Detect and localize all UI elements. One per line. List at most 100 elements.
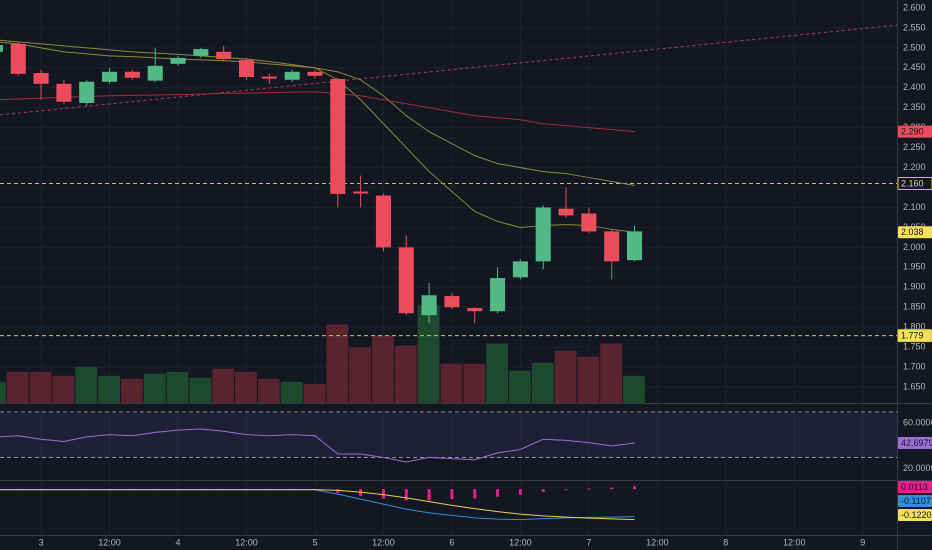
x-tick-label: 12:00 [98, 537, 121, 547]
candle-body [33, 73, 49, 84]
price-label: 1.779 [901, 330, 924, 340]
price-label-box [898, 436, 932, 449]
candle-body [102, 71, 118, 82]
volume-bar [394, 345, 417, 403]
indicator-label: -0.1107 [901, 496, 931, 506]
rsi-band [0, 411, 897, 458]
volume-bar [257, 378, 280, 403]
macd-line [0, 489, 635, 521]
x-tick-label: 12:00 [235, 537, 258, 547]
y-tick-label: 2.200 [903, 162, 926, 172]
volume-bar [600, 343, 623, 403]
volume-bar [29, 371, 52, 403]
volume-bar [52, 375, 75, 403]
x-tick-label: 12:00 [646, 537, 669, 547]
volume-bar [326, 324, 349, 403]
candle-body [238, 59, 255, 78]
volume-bar [417, 305, 440, 403]
histogram-bar [404, 489, 408, 501]
candle-body [421, 295, 437, 316]
candle-body [147, 65, 163, 81]
volume-bar [120, 378, 143, 403]
volume-bar [6, 371, 29, 403]
candle-body [307, 71, 323, 76]
y-tick-label: 2.000 [903, 242, 926, 252]
volume-bar [212, 368, 235, 403]
candle-body [375, 195, 391, 248]
y-tick-label: 2.550 [903, 22, 926, 32]
indicator-label: -0.1220 [901, 510, 932, 520]
candle-body [56, 83, 72, 102]
macd-pane [0, 486, 637, 521]
volume-bar [303, 383, 326, 403]
candle-body [330, 79, 346, 194]
indicator-label-box [898, 495, 932, 507]
volume-bar [143, 373, 166, 403]
x-tick-label: 6 [449, 537, 454, 547]
candle-body [512, 261, 528, 278]
price-label-box [897, 177, 932, 191]
histogram-bar [473, 489, 477, 499]
candle-body [79, 81, 95, 103]
candle-body [170, 57, 186, 64]
candle-body [604, 231, 620, 262]
candle-body [444, 296, 460, 308]
price-label: 2.290 [901, 127, 924, 137]
y-tick-label: 1.900 [903, 282, 926, 292]
candle-body [353, 191, 369, 194]
candle-body [490, 278, 506, 312]
candle-body [284, 71, 300, 80]
volume-bar [440, 363, 463, 403]
candle-body [626, 231, 643, 261]
x-tick-label: 7 [586, 537, 591, 547]
x-tick-label: 4 [176, 537, 181, 547]
histogram-bar [587, 488, 591, 490]
y-tick-label: 2.250 [903, 142, 926, 152]
price-label: 42.6979 [901, 438, 932, 448]
candle-body [193, 49, 209, 56]
volume-bar [531, 362, 554, 403]
y-tick-label: 2.450 [903, 62, 926, 72]
candle-body [398, 247, 414, 314]
y-tick-label: 2.400 [903, 82, 926, 92]
volume-bar [486, 343, 508, 403]
price-pane [0, 24, 897, 403]
x-tick-label: 9 [860, 537, 865, 547]
y-tick-label: 1.700 [903, 361, 926, 371]
volume-bar [554, 350, 577, 403]
y-tick-label: 2.350 [903, 102, 926, 112]
candle-body [10, 43, 26, 74]
rsi-pane [0, 411, 897, 463]
y-tick-label: 2.600 [903, 2, 926, 12]
candle-body [261, 76, 277, 79]
price-label-box [897, 329, 932, 343]
axes: 3 12:00 4 12:00 5 12:00 6 12:00 7 12:00 8 12:00 9 2.6… [39, 2, 932, 547]
x-tick-label: 12:00 [372, 537, 395, 547]
x-tick-label: 3 [39, 537, 44, 547]
histogram-bar [564, 489, 568, 491]
x-tick-label: 5 [312, 537, 317, 547]
moving-average [0, 91, 635, 133]
histogram-bar [541, 489, 545, 492]
volume-bar [372, 335, 394, 403]
volume-bar [623, 375, 645, 403]
x-tick-label: 12:00 [783, 537, 806, 547]
moving-average [0, 39, 635, 187]
price-label: 2.160 [901, 178, 924, 188]
y-tick-label: 1.950 [903, 262, 926, 272]
price-label-box [898, 226, 932, 239]
volume-bar [0, 381, 6, 403]
y-tick-label: 1.850 [903, 302, 926, 312]
volume-bar [235, 371, 257, 403]
candle-body [467, 308, 483, 312]
volume-bar [280, 381, 303, 403]
y-tick-label: 1.650 [903, 381, 926, 391]
trendline [0, 24, 897, 116]
histogram-bar [450, 489, 454, 500]
volume-bar [577, 356, 600, 403]
volume-bar [189, 377, 212, 403]
volume-bar [75, 366, 98, 403]
y-tick-label: 1.800 [903, 322, 926, 332]
